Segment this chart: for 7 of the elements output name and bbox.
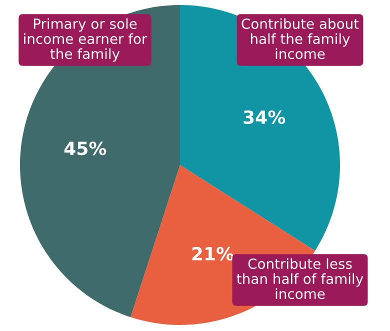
- data-label: 34%: [244, 110, 286, 124]
- data-label: 45%: [64, 142, 106, 156]
- slice-label: Contribute about half the family income: [242, 18, 359, 60]
- pie-slice: [20, 5, 180, 318]
- slice-label: Primary or sole income earner for the family: [24, 18, 148, 62]
- slice-label: Contribute less than half of family income: [236, 258, 364, 300]
- data-label: 21%: [192, 246, 234, 261]
